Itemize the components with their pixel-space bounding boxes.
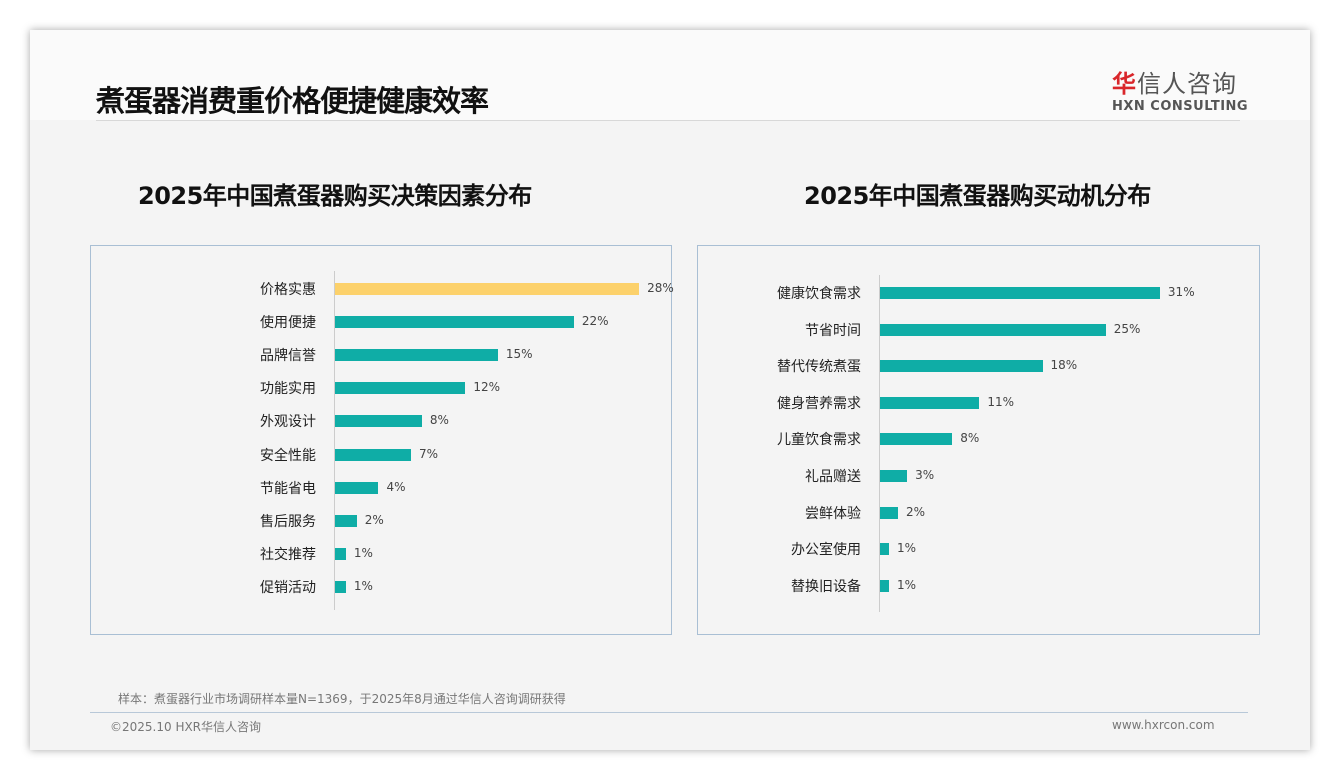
logo-red: 华 [1112, 70, 1137, 98]
chart-right: 健康饮食需求 31% 节省时间 25% 替代传统煮蛋 18% 健身营养需求 11% 儿童饮食需求… [697, 245, 1260, 635]
header [30, 30, 1310, 120]
value-label: 2% [364, 512, 384, 527]
logo-en: HXN CONSULTING [1112, 99, 1249, 114]
value-label: 1% [353, 578, 373, 593]
category-label: 替换旧设备 [791, 578, 861, 595]
category-label: 尝鲜体验 [805, 505, 861, 522]
value-label: 2% [906, 504, 926, 519]
category-label: 节能省电 [260, 480, 316, 497]
value-label: 11% [987, 394, 1014, 409]
category-label: 使用便捷 [260, 315, 316, 332]
copyright: ©2025.10 HXR华信人咨询 [110, 720, 262, 734]
value-label: 28% [647, 281, 674, 295]
chart-left: 价格实惠 28% 使用便捷 22% 品牌信誉 15% 功能实用 12% 外观设计 8% 安全性能 7%… [90, 245, 674, 635]
value-label: 18% [1050, 358, 1078, 373]
value-label: 15% [505, 347, 533, 362]
value-label: 25% [1113, 321, 1141, 336]
value-label: 8% [960, 431, 980, 446]
value-label: 4% [386, 479, 406, 494]
category-label: 节省时间 [805, 322, 861, 339]
category-label: 外观设计 [260, 414, 316, 431]
bar [335, 547, 346, 560]
bar [335, 448, 412, 461]
slide: 煮蛋器消费重价格便捷健康效率 华信人咨询 HXN CONSULTING 2025… [30, 30, 1310, 750]
value-label: 1% [897, 541, 917, 556]
category-label: 礼品赠送 [805, 469, 861, 485]
value-label: 22% [581, 314, 609, 329]
bar [335, 316, 574, 329]
chart-title-right: 2025年中国煮蛋器购买动机分布 [804, 182, 1151, 210]
category-label: 替代传统煮蛋 [777, 359, 861, 376]
chart-title-left: 2025年中国煮蛋器购买决策因素分布 [138, 182, 532, 210]
bar [880, 396, 980, 409]
bar [335, 514, 357, 527]
y-axis [334, 271, 335, 610]
value-label: 3% [915, 468, 935, 482]
bar [880, 543, 890, 556]
bar [335, 382, 466, 395]
bar [880, 433, 953, 446]
category-label: 功能实用 [260, 381, 316, 398]
category-label: 办公室使用 [791, 542, 861, 559]
category-label: 价格实惠 [260, 282, 316, 298]
category-label: 安全性能 [260, 447, 316, 464]
value-label: 7% [419, 446, 439, 461]
category-label: 儿童饮食需求 [777, 432, 861, 449]
divider [96, 120, 1240, 121]
website-link[interactable]: www.hxrcon.com [1112, 718, 1215, 732]
sample-note: 样本：煮蛋器行业市场调研样本量N=1369，于2025年8月通过华信人咨询调研获… [118, 692, 566, 706]
page-title: 煮蛋器消费重价格便捷健康效率 [96, 84, 489, 118]
logo: 华信人咨询 HXN CONSULTING [1112, 64, 1248, 114]
bar [335, 580, 346, 593]
bar [335, 283, 640, 295]
bar [880, 287, 1160, 299]
bar [880, 360, 1043, 373]
value-label: 12% [473, 380, 500, 395]
logo-cn: 信人咨询 [1137, 70, 1237, 98]
footer-divider [90, 712, 1248, 713]
value-label: 1% [353, 545, 373, 560]
category-label: 健身营养需求 [777, 395, 861, 412]
value-label: 8% [429, 413, 449, 428]
category-label: 售后服务 [260, 513, 316, 530]
category-label: 健康饮食需求 [777, 286, 861, 302]
y-axis [879, 275, 880, 613]
bar [335, 481, 379, 494]
bar [880, 470, 908, 482]
bar [335, 415, 422, 428]
category-label: 促销活动 [260, 579, 316, 596]
bar [880, 579, 890, 592]
category-label: 社交推荐 [260, 546, 316, 563]
category-label: 品牌信誉 [260, 348, 316, 365]
bar [880, 323, 1106, 336]
bar [880, 506, 899, 519]
value-label: 1% [897, 577, 917, 592]
value-label: 31% [1167, 285, 1195, 299]
bar [335, 349, 498, 362]
